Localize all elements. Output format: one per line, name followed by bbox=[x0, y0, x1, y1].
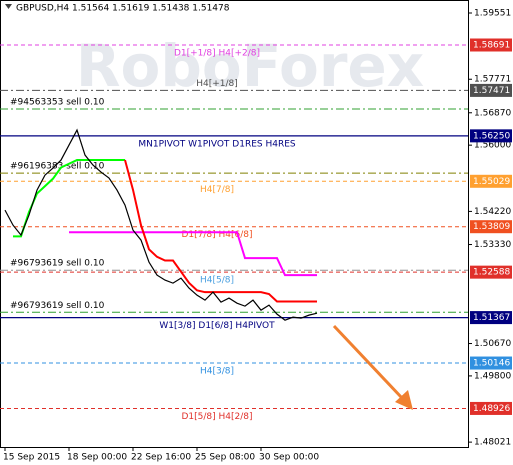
price-tag-label: 1.55029 bbox=[473, 177, 510, 187]
level-label: D1[5/8] H4[2/8] bbox=[181, 412, 252, 422]
y-tick-label: 1.49800 bbox=[474, 371, 511, 381]
price-tag bbox=[470, 311, 512, 325]
y-tick-label: 1.50670 bbox=[474, 339, 511, 349]
y-tick-label: 1.56870 bbox=[474, 108, 511, 118]
price-tag bbox=[470, 174, 512, 188]
x-tick-label: 15 Sep 2015 bbox=[3, 453, 60, 463]
order-label: #96793619 sell 0.10 bbox=[10, 301, 105, 311]
price-tag bbox=[470, 265, 512, 279]
y-tick-label: 1.57771 bbox=[474, 75, 511, 85]
price-tag bbox=[470, 401, 512, 415]
y-tick-label: 1.54220 bbox=[474, 207, 511, 217]
order-label: #96196383 sell 0.10 bbox=[10, 162, 105, 172]
series-line bbox=[4, 128, 318, 321]
level-label: H4[7/8] bbox=[200, 185, 234, 195]
y-tick-label: 1.56000 bbox=[474, 141, 511, 151]
series-line bbox=[124, 159, 317, 303]
forecast-arrow bbox=[332, 324, 413, 410]
price-tag-label: 1.58691 bbox=[473, 40, 510, 50]
price-tag bbox=[470, 129, 512, 143]
level-label: H4[5/8] bbox=[200, 276, 234, 286]
y-tick-label: 1.48021 bbox=[474, 438, 511, 448]
series-line bbox=[69, 231, 317, 277]
level-label: W1[3/8] D1[6/8] H4PIVOT bbox=[159, 321, 275, 331]
level-label: D1[7/8] H4[6/8] bbox=[181, 230, 252, 240]
header-icon bbox=[5, 4, 12, 9]
price-tag-label: 1.50146 bbox=[473, 359, 510, 369]
y-tick-label: 1.53330 bbox=[474, 240, 511, 250]
price-tag bbox=[470, 220, 512, 234]
x-tick-label: 30 Sep 00:00 bbox=[259, 453, 319, 463]
price-tag bbox=[470, 83, 512, 97]
price-tag-label: 1.51367 bbox=[473, 313, 510, 323]
watermark: RoboForex bbox=[76, 32, 424, 100]
price-tag bbox=[470, 38, 512, 52]
level-label: D1[+1/8] H4[+2/8] bbox=[174, 48, 260, 58]
price-tag-label: 1.57471 bbox=[473, 86, 510, 96]
price-tag bbox=[470, 356, 512, 370]
price-tag-label: 1.52588 bbox=[473, 268, 510, 278]
level-label: H4[3/8] bbox=[200, 367, 234, 377]
x-tick-label: 18 Sep 00:00 bbox=[67, 453, 127, 463]
level-label: MN1PIVOT W1PIVOT D1RES H4RES bbox=[138, 139, 295, 149]
chart-title: GBPUSD,H4 1.51564 1.51619 1.51438 1.5147… bbox=[16, 4, 230, 14]
plot-frame bbox=[0, 0, 469, 448]
level-label: H4[+1/8] bbox=[196, 79, 238, 89]
order-label: #94563353 sell 0.10 bbox=[10, 98, 105, 108]
price-tag-label: 1.48926 bbox=[473, 404, 510, 414]
order-label: #96793619 sell 0.10 bbox=[10, 259, 105, 269]
price-tag-label: 1.53809 bbox=[473, 222, 510, 232]
x-tick-label: 25 Sep 08:00 bbox=[195, 453, 255, 463]
price-tag-label: 1.56250 bbox=[473, 131, 510, 141]
x-tick-label: 22 Sep 16:00 bbox=[131, 453, 191, 463]
y-tick-label: 1.59551 bbox=[474, 8, 511, 18]
